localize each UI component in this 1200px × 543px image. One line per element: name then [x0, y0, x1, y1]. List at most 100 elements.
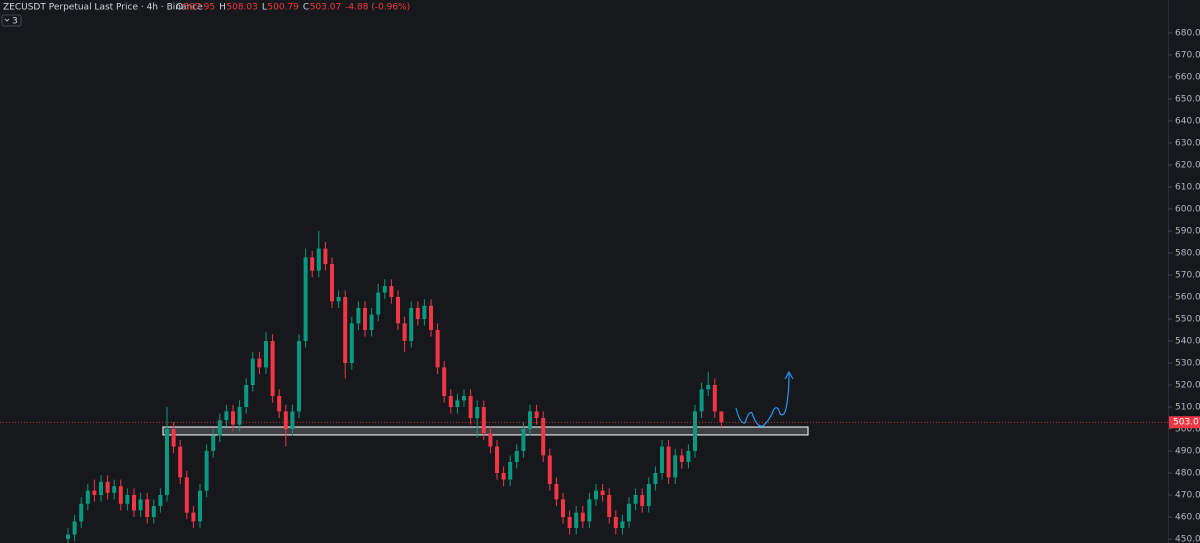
candle-body: [277, 395, 282, 412]
y-tick-label: 590.00: [1175, 226, 1200, 236]
candle-body: [660, 446, 664, 473]
candle-body: [468, 395, 473, 418]
candle-body: [158, 494, 163, 506]
candle-body: [237, 406, 242, 425]
ohlc-header: O 507.95 H 508.03 L 500.79 C 503.07 -4.88 (-0.96…: [176, 3, 410, 13]
candle-body: [165, 428, 169, 495]
y-tick-label: 520.00: [1175, 380, 1200, 390]
y-tick-label: 640.00: [1175, 116, 1200, 126]
candle-body: [462, 395, 466, 401]
candle-body: [627, 503, 631, 522]
indicator-count: 3: [12, 17, 18, 27]
candle-body: [198, 490, 202, 522]
candle-body: [118, 486, 123, 504]
candle-body: [92, 490, 97, 495]
candle-body: [442, 367, 447, 396]
candle-body: [501, 472, 506, 480]
candle-body: [679, 455, 684, 462]
candle-body: [250, 358, 255, 385]
candle-body: [719, 411, 724, 423]
candle-body: [151, 505, 156, 517]
y-tick-label: 460.00: [1175, 512, 1200, 522]
candle-body: [171, 428, 176, 447]
ohlc-value: 507.95: [184, 3, 216, 13]
y-tick-label: 450.00: [1175, 534, 1200, 543]
candle-body: [455, 400, 460, 407]
candle-body: [673, 455, 678, 478]
y-tick-label: 540.00: [1175, 336, 1200, 346]
candle-body: [653, 472, 658, 484]
candle-body: [415, 307, 420, 319]
y-tick-label: 580.00: [1175, 248, 1200, 258]
candle-body: [105, 481, 110, 493]
candle-body: [448, 395, 453, 407]
y-tick-label: 670.00: [1175, 50, 1200, 60]
ohlc-letter: L: [262, 3, 267, 13]
y-tick-label: 560.00: [1175, 292, 1200, 302]
candle-body: [79, 503, 84, 522]
candle-body: [356, 307, 361, 324]
candle-body: [85, 490, 90, 504]
candle-body: [640, 494, 645, 506]
candle-body: [541, 417, 546, 456]
candle-body: [257, 358, 262, 368]
last-price-label: 503.07: [1173, 418, 1200, 428]
last-price-box: [1169, 416, 1200, 429]
y-tick-label: 600.00: [1175, 204, 1200, 214]
candle-body: [580, 512, 585, 522]
candle-body: [66, 534, 70, 539]
candle-body: [646, 483, 651, 506]
y-tick-label: 470.00: [1175, 490, 1200, 500]
ohlc-letter: H: [219, 3, 226, 13]
candle-body: [633, 494, 638, 504]
candle-body: [693, 411, 697, 451]
candle-body: [706, 384, 711, 390]
candle-body: [211, 435, 216, 451]
y-tick-label: 630.00: [1175, 138, 1200, 148]
candle-body: [699, 389, 704, 412]
indicator-toggle[interactable]: [1, 14, 22, 27]
ohlc-value: 508.03: [226, 3, 258, 13]
candle-body: [495, 446, 499, 473]
candle-body: [125, 494, 130, 504]
candle-body: [231, 411, 235, 425]
candle-body: [323, 248, 328, 264]
candle-body: [666, 446, 671, 478]
candle-body: [514, 450, 519, 462]
candle-body: [204, 450, 209, 491]
candle-body: [316, 248, 321, 271]
candle-body: [389, 285, 394, 297]
candle-body: [534, 411, 539, 418]
candle-body: [264, 340, 268, 368]
candle-body: [429, 305, 433, 330]
y-tick-label: 530.00: [1175, 358, 1200, 368]
candle-body: [310, 257, 315, 271]
candle-body: [138, 499, 143, 511]
candle-body: [475, 406, 480, 418]
y-tick-label: 500.00: [1175, 424, 1200, 434]
candle-body: [620, 521, 625, 528]
candle-body: [132, 494, 136, 511]
candle-body: [712, 384, 717, 412]
candle-body: [349, 323, 354, 363]
change-label: -4.88 (-0.96%): [345, 3, 410, 13]
candle-body: [224, 411, 229, 421]
y-tick-label: 570.00: [1175, 270, 1200, 280]
candle-body: [528, 411, 532, 429]
ohlc-value: 503.07: [310, 3, 342, 13]
ohlc-letter: O: [176, 3, 183, 13]
candle-body: [561, 499, 565, 517]
candle-body: [600, 490, 605, 495]
candle-body: [343, 296, 348, 363]
candle-body: [191, 512, 196, 522]
y-tick-label: 550.00: [1175, 314, 1200, 324]
candle-body: [481, 406, 486, 434]
candle-body: [488, 433, 493, 447]
candle-body: [99, 481, 103, 495]
candle-body: [607, 494, 612, 517]
y-tick-label: 650.00: [1175, 94, 1200, 104]
candle-body: [244, 384, 249, 407]
candle-body: [290, 411, 295, 429]
